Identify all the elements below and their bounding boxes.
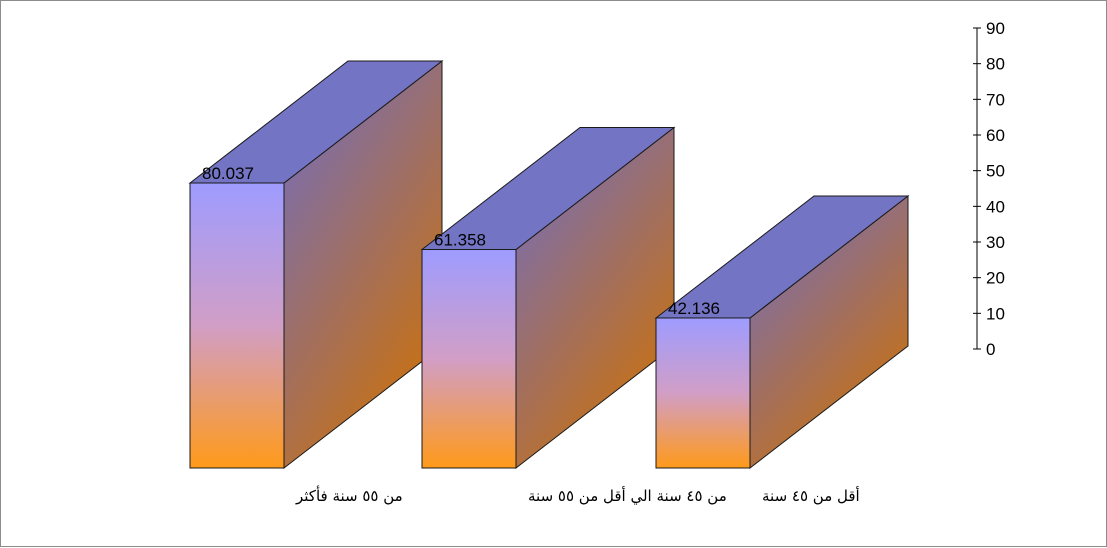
category-label: من ٤٥ سنة الي أقل من ٥٥ سنة [528, 486, 727, 506]
bar-front-face [655, 317, 751, 469]
bar-front-face [421, 249, 517, 469]
data-label: 80.037 [202, 164, 254, 183]
y-tick-label: 80 [986, 55, 1005, 74]
y-tick-label: 40 [986, 197, 1005, 216]
category-label: من ٥٥ سنة فأكثر [295, 485, 403, 505]
y-tick-label: 50 [986, 162, 1005, 181]
bar [188, 59, 444, 470]
data-label: 42.136 [668, 299, 720, 318]
y-tick-label: 60 [986, 126, 1005, 145]
bar-front-face [189, 182, 285, 469]
y-tick-label: 10 [986, 304, 1005, 323]
data-labels: 80.037 61.358 42.136 [202, 164, 720, 318]
y-axis: 0 10 20 30 40 50 60 70 80 90 [973, 19, 1005, 359]
y-tick-label: 30 [986, 233, 1005, 252]
bar [654, 194, 910, 470]
data-label: 61.358 [434, 231, 486, 250]
category-label: أقل من ٤٥ سنة [762, 486, 860, 505]
y-tick-label: 70 [986, 90, 1005, 109]
bars [188, 59, 910, 470]
y-tick-label: 20 [986, 269, 1005, 288]
y-tick-label: 0 [986, 340, 995, 359]
bar [420, 126, 676, 470]
y-tick-label: 90 [986, 19, 1005, 38]
category-labels: من ٥٥ سنة فأكثر من ٤٥ سنة الي أقل من ٥٥ س… [295, 485, 860, 506]
